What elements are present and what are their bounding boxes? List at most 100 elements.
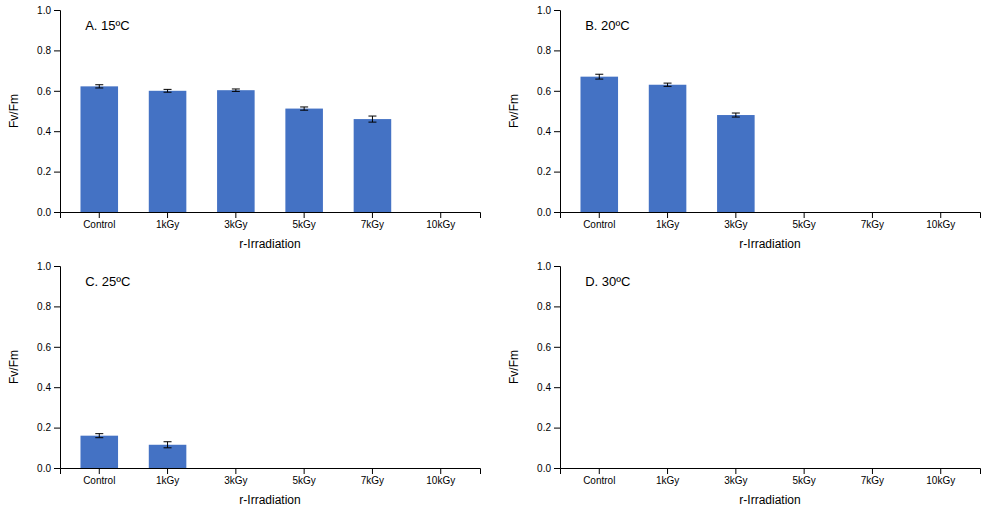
tick: 1.0 — [537, 5, 560, 16]
axis-line — [61, 469, 481, 475]
tick: 1kGy — [156, 468, 179, 486]
tick-mark — [554, 172, 560, 173]
tick: 0.2 — [37, 422, 60, 433]
tick: 10kGy — [926, 468, 955, 486]
tick-label: 0.6 — [537, 342, 551, 353]
error-bar — [595, 74, 603, 79]
error-cap — [368, 116, 376, 117]
tick-mark — [440, 212, 441, 218]
error-cap — [300, 110, 308, 111]
tick-mark — [940, 212, 941, 218]
bar — [354, 468, 392, 469]
tick-label: 1.0 — [537, 261, 551, 272]
bar — [649, 468, 687, 469]
error-bar — [232, 89, 240, 91]
tick-mark — [372, 212, 373, 218]
bar — [717, 468, 755, 469]
tick-label: 7kGy — [861, 219, 884, 230]
tick: 0.2 — [537, 422, 560, 433]
bar — [922, 468, 960, 469]
tick: 0.8 — [537, 45, 560, 56]
error-cap — [95, 87, 103, 88]
tick: 0.4 — [37, 126, 60, 137]
tick: 7kGy — [861, 468, 884, 486]
tick-label: 0.0 — [537, 463, 551, 474]
x-axis: Control1kGy3kGy5kGy7kGy10kGy — [61, 468, 481, 486]
tick-mark — [554, 468, 560, 469]
tick-mark — [99, 212, 100, 218]
error-cap — [300, 106, 308, 107]
tick-mark — [235, 468, 236, 474]
tick-mark — [54, 306, 60, 307]
error-bar — [95, 434, 103, 438]
tick-mark — [554, 306, 560, 307]
x-axis: Control1kGy3kGy5kGy7kGy10kGy — [61, 212, 481, 230]
tick-mark — [99, 468, 100, 474]
error-bar — [300, 107, 308, 110]
tick-label: 10kGy — [426, 219, 455, 230]
tick-label: 10kGy — [926, 475, 955, 486]
tick: 0.0 — [37, 207, 60, 218]
tick-mark — [804, 468, 805, 474]
tick-label: Control — [583, 475, 615, 486]
tick-mark — [54, 428, 60, 429]
error-whisker — [99, 434, 100, 438]
tick-label: Control — [583, 219, 615, 230]
tick: 3kGy — [724, 212, 747, 230]
tick-mark — [54, 212, 60, 213]
x-axis: Control1kGy3kGy5kGy7kGy10kGy — [561, 468, 981, 486]
x-axis: Control1kGy3kGy5kGy7kGy10kGy — [561, 212, 981, 230]
bar — [922, 212, 960, 213]
tick: 0.6 — [37, 342, 60, 353]
x-axis-title: r-Irradiation — [739, 493, 800, 507]
tick: 1.0 — [37, 261, 60, 272]
panel: Control1kGy3kGy5kGy7kGy10kGy0.00.20.40.6… — [507, 261, 981, 507]
tick-label: 0.4 — [37, 382, 51, 393]
tick: 3kGy — [224, 212, 247, 230]
error-whisker — [167, 442, 168, 448]
tick-mark — [554, 50, 560, 51]
figure: Control1kGy3kGy5kGy7kGy10kGy0.00.20.40.6… — [0, 0, 1000, 512]
panel-title: B. 20ºC — [585, 18, 630, 33]
bar — [285, 468, 323, 469]
x-axis-title: r-Irradiation — [739, 237, 800, 251]
tick-label: 0.8 — [537, 45, 551, 56]
error-bar — [732, 113, 740, 117]
bar — [854, 468, 892, 469]
tick-mark — [599, 468, 600, 474]
tick: 0.4 — [537, 126, 560, 137]
tick-label: 1kGy — [156, 475, 179, 486]
tick: 1.0 — [37, 5, 60, 16]
tick-mark — [554, 387, 560, 388]
error-cap — [664, 83, 672, 84]
error-bar — [164, 442, 172, 448]
tick: Control — [583, 212, 615, 230]
tick-label: Control — [83, 219, 115, 230]
tick-label: 3kGy — [724, 219, 747, 230]
tick: 10kGy — [426, 212, 455, 230]
tick-mark — [940, 468, 941, 474]
tick-label: 0.2 — [37, 422, 51, 433]
error-cap — [95, 437, 103, 438]
marks — [599, 468, 940, 469]
tick: 0.6 — [537, 342, 560, 353]
error-whisker — [599, 74, 600, 79]
tick: 0.8 — [537, 301, 560, 312]
tick: 5kGy — [792, 212, 815, 230]
tick: 0.6 — [537, 86, 560, 97]
tick-mark — [54, 468, 60, 469]
error-cap — [164, 447, 172, 448]
tick-label: 0.4 — [537, 382, 551, 393]
tick: 3kGy — [224, 468, 247, 486]
error-cap — [164, 441, 172, 442]
error-cap — [164, 89, 172, 90]
tick-label: 1.0 — [37, 261, 51, 272]
error-bar — [164, 89, 172, 92]
bar — [354, 119, 392, 212]
y-axis: 0.0 0.2 0.4 0.6 0.8 1.0 — [537, 261, 560, 474]
tick: 5kGy — [792, 468, 815, 486]
tick-label: 7kGy — [861, 475, 884, 486]
panel: Control1kGy3kGy5kGy7kGy10kGy0.00.20.40.6… — [507, 5, 981, 251]
tick-label: 0.8 — [37, 45, 51, 56]
tick-mark — [54, 91, 60, 92]
